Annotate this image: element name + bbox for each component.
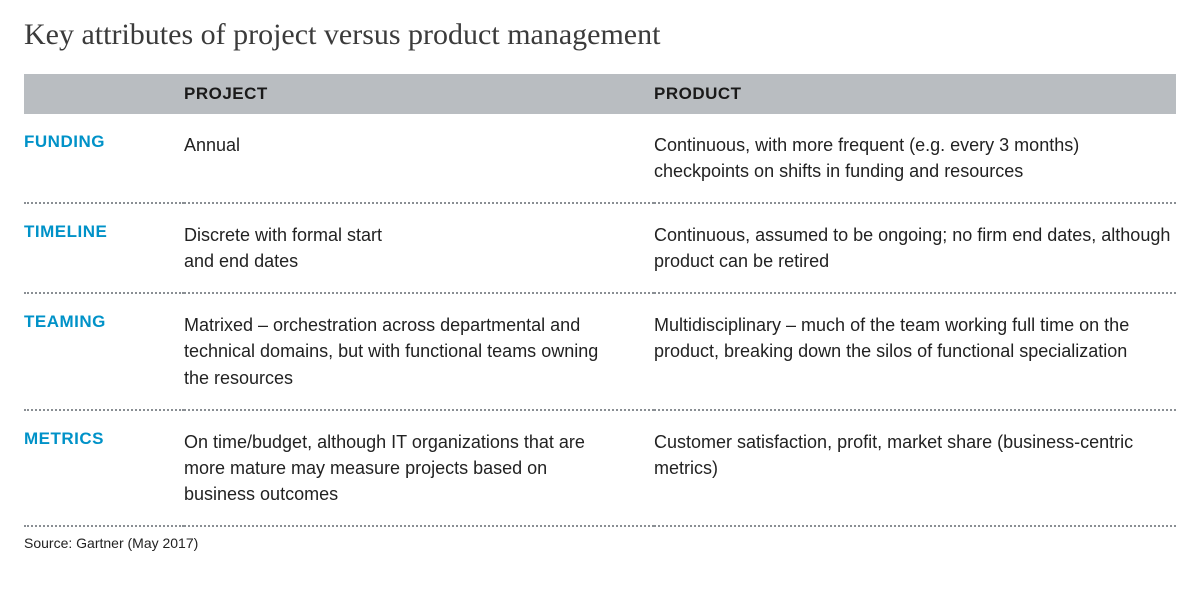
- cell-teaming-project: Matrixed – orchestration across departme…: [184, 312, 614, 390]
- cell-funding-product: Continuous, with more frequent (e.g. eve…: [654, 132, 1176, 184]
- row-label-metrics: METRICS: [24, 429, 104, 448]
- table-row: METRICS On time/budget, although IT orga…: [24, 410, 1176, 526]
- cell-metrics-project: On time/budget, although IT organization…: [184, 429, 614, 507]
- row-label-timeline: TIMELINE: [24, 222, 107, 241]
- table-row: FUNDING Annual Continuous, with more fre…: [24, 114, 1176, 203]
- header-blank: [24, 74, 184, 114]
- table-row: TIMELINE Discrete with formal start and …: [24, 203, 1176, 293]
- cell-funding-project: Annual: [184, 132, 384, 158]
- cell-metrics-product: Customer satisfaction, profit, market sh…: [654, 429, 1176, 481]
- table-row: TEAMING Matrixed – orchestration across …: [24, 293, 1176, 409]
- cell-timeline-product: Continuous, assumed to be ongoing; no fi…: [654, 222, 1176, 274]
- source-citation: Source: Gartner (May 2017): [24, 535, 1176, 551]
- row-label-teaming: TEAMING: [24, 312, 106, 331]
- row-label-funding: FUNDING: [24, 132, 105, 151]
- cell-teaming-product: Multidisciplinary – much of the team wor…: [654, 312, 1176, 364]
- cell-timeline-project: Discrete with formal start and end dates: [184, 222, 404, 274]
- table-header-row: PROJECT PRODUCT: [24, 74, 1176, 114]
- header-project: PROJECT: [184, 74, 654, 114]
- header-product: PRODUCT: [654, 74, 1176, 114]
- page-title: Key attributes of project versus product…: [24, 18, 1176, 52]
- comparison-table: PROJECT PRODUCT FUNDING Annual Continuou…: [24, 74, 1176, 527]
